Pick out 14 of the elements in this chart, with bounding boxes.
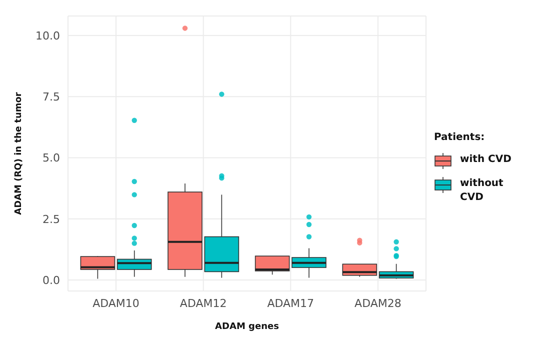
y-tick-label: 10.0	[36, 29, 60, 42]
x-tick-label: ADAM17	[267, 296, 314, 310]
y-tick-label: 2.5	[42, 212, 60, 226]
x-tick-label: ADAM10	[92, 296, 140, 310]
y-tick-label: 7.5	[42, 90, 60, 104]
x-tick-label: ADAM12	[180, 296, 227, 310]
x-tick-label: ADAM28	[354, 296, 402, 310]
y-tick-label: 0.0	[42, 274, 60, 287]
y-axis-title: ADAM (RQ) in the tumor	[14, 92, 24, 215]
y-tick-label: 5.0	[42, 152, 60, 165]
x-axis-title: ADAM genes	[215, 322, 279, 332]
legend-label: without CVD	[460, 177, 504, 205]
legend-label: with CVD	[460, 153, 512, 167]
legend-title: Patients:	[434, 132, 486, 143]
